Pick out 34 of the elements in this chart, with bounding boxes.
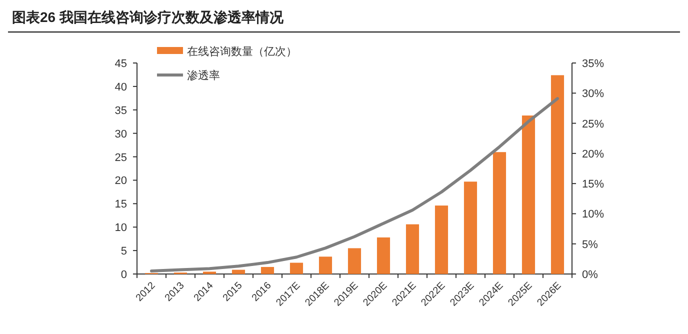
bar xyxy=(290,262,304,274)
y2-tick-label: 35% xyxy=(582,58,604,70)
line-series xyxy=(150,97,559,272)
bar xyxy=(522,116,536,274)
y-tick-label: 0 xyxy=(120,269,127,281)
bar xyxy=(464,182,478,274)
y-tick-label: 40 xyxy=(114,81,127,94)
y2-tick-label: 15% xyxy=(582,178,604,191)
legend-label: 在线咨询数量（亿次） xyxy=(187,45,297,58)
y-tick-label: 30 xyxy=(114,128,127,140)
y-tick-label: 5 xyxy=(120,246,127,258)
y-tick-label: 10 xyxy=(114,222,127,234)
bar xyxy=(232,270,246,274)
chart-title: 图表26 我国在线咨询诊疗次数及渗透率情况 xyxy=(12,9,284,25)
bar xyxy=(348,248,362,274)
bar xyxy=(406,224,420,274)
bar xyxy=(492,152,506,274)
y2-tick-label: 5% xyxy=(582,238,598,251)
y2-tick-label: 10% xyxy=(582,208,604,221)
y2-tick-label: 0% xyxy=(582,269,598,281)
y2-tick-label: 30% xyxy=(582,88,604,100)
bar xyxy=(260,266,274,274)
bar xyxy=(550,75,564,274)
y-tick-label: 15 xyxy=(114,198,127,211)
bar xyxy=(318,256,332,274)
y-tick-label: 25 xyxy=(114,152,127,164)
y-tick-label: 35 xyxy=(114,104,127,117)
y-tick-label: 45 xyxy=(114,58,127,70)
y2-tick-label: 20% xyxy=(582,148,604,160)
y2-tick-label: 25% xyxy=(582,118,604,130)
bar xyxy=(434,206,448,274)
legend-label: 渗透率 xyxy=(187,69,220,82)
bar xyxy=(376,237,390,274)
y-tick-label: 20 xyxy=(114,175,127,188)
